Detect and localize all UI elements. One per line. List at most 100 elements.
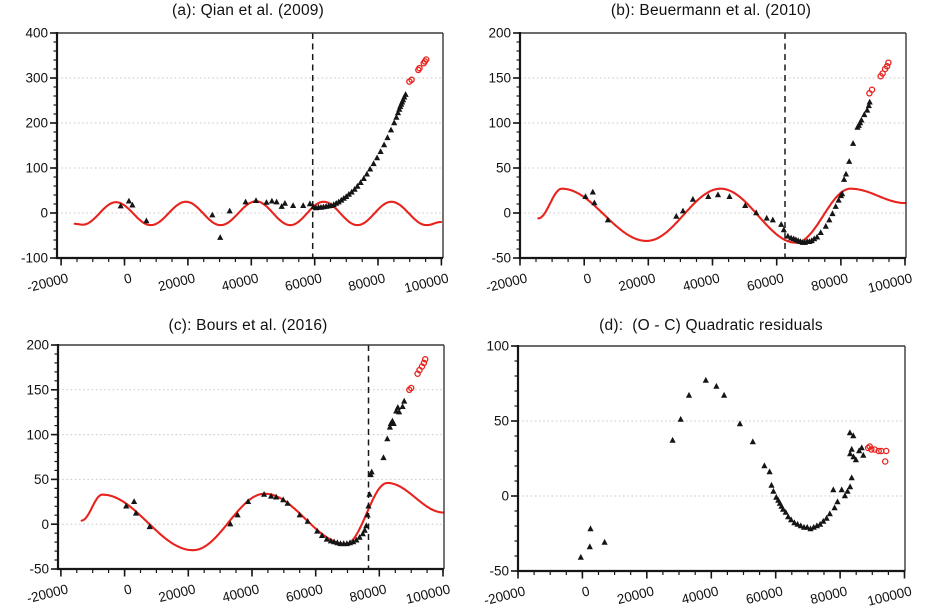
triangle-marker [129,201,136,208]
x-tick-label: -20000 [25,581,69,606]
triangle-marker [850,453,857,460]
triangle-marker [387,126,395,133]
circle-marker [881,458,889,465]
triangle-marker [822,222,829,229]
triangle-marker [856,447,863,454]
triangle-marker [263,199,270,205]
triangle-marker [780,226,787,233]
triangle-marker [791,519,798,526]
circle-marker [882,447,890,455]
triangle-marker [396,408,403,415]
triangle-marker [689,195,696,202]
circle-marker [420,359,428,367]
triangle-marker [252,197,260,203]
y-tick-label: 0 [41,517,49,532]
y-tick-label: -50 [29,562,49,577]
circle-marker [883,63,891,70]
circle-marker [408,76,415,84]
y-tick-label: -50 [491,251,511,266]
triangle-marker [848,474,855,481]
triangle-marker [826,216,833,223]
x-tick-label: 40000 [220,270,260,294]
triangle-marker [763,214,770,221]
x-tick-label: 80000 [809,583,849,607]
triangle-marker [123,502,130,509]
triangle-marker [356,534,363,540]
y-tick-label: 200 [25,116,48,131]
triangle-marker [749,438,756,445]
y-tick-label: 0 [501,489,509,504]
triangle-marker [591,199,598,206]
x-tick-label: 20000 [617,270,657,294]
triangle-marker [143,217,150,224]
triangle-marker [858,444,865,451]
y-tick-label: 0 [40,206,48,221]
y-tick-label: 300 [25,71,48,86]
triangle-marker [826,510,833,517]
circle-marker [422,56,430,63]
triangle-marker [281,200,288,206]
triangle-marker [381,141,388,148]
triangle-marker [390,420,397,426]
triangle-marker [234,511,241,518]
triangle-marker [838,486,845,493]
triangle-marker [363,170,370,177]
triangle-marker [841,176,848,182]
triangle-marker [761,462,768,469]
panel-c-plot: -50 0 50 100 150 200 -20000 0 20000 40000 60000 800… [25,338,452,607]
triangle-marker [370,160,377,167]
x-tick-label: 40000 [680,583,720,607]
x-tick-label: 100000 [866,270,913,295]
triangle-marker [335,198,342,205]
x-tick-label: 60000 [745,270,785,294]
triangle-marker [374,154,381,161]
y-tick-label: 50 [496,161,511,176]
triangle-marker [832,203,839,209]
circle-marker [864,444,872,452]
triangle-marker [589,188,596,195]
triangle-marker [846,158,853,164]
triangle-marker [273,198,280,205]
triangle-marker [866,98,873,105]
triangle-marker [778,221,785,227]
x-tick-label: 20000 [615,583,655,607]
triangle-marker [345,190,352,197]
triangle-marker [296,511,303,518]
triangle-marker [831,504,838,511]
y-tick-label: 200 [26,338,49,353]
triangle-marker [850,140,857,146]
triangle-marker [399,403,406,409]
triangle-marker [146,523,153,530]
triangle-marker [846,429,853,436]
triangle-marker [794,520,801,527]
triangle-marker [273,493,280,500]
x-tick-label: -20000 [25,270,69,295]
triangle-marker [360,175,367,181]
triangle-marker [278,203,285,209]
triangle-marker [284,500,291,506]
triangle-marker [226,207,233,214]
circle-marker [421,356,429,363]
panel-a-plot: -100 0 100 200 300 400 -20000 0 20000 40000 60000 8… [21,26,450,296]
y-tick-label: 100 [25,161,48,176]
triangle-marker [850,432,857,439]
triangle-marker [721,391,728,398]
y-tick-label: 50 [34,472,49,487]
triangle-marker [685,391,693,398]
triangle-marker [841,492,848,499]
triangle-marker [306,200,313,207]
triangle-marker [268,492,275,499]
triangle-marker [394,109,402,116]
triangle-marker [785,513,792,520]
triangle-marker [361,526,368,533]
triangle-marker [780,505,787,512]
panel-a: (a): Qian et al. (2009) -100 0 100 200 300 40… [0,0,463,306]
panel-c-title: (c): Bours et al. (2016) [168,317,328,334]
triangle-marker [860,451,867,458]
triangle-marker [823,514,830,521]
circle-marker [885,59,892,66]
triangle-marker [300,202,307,208]
triangle-marker [268,197,275,204]
triangle-marker [402,91,409,97]
